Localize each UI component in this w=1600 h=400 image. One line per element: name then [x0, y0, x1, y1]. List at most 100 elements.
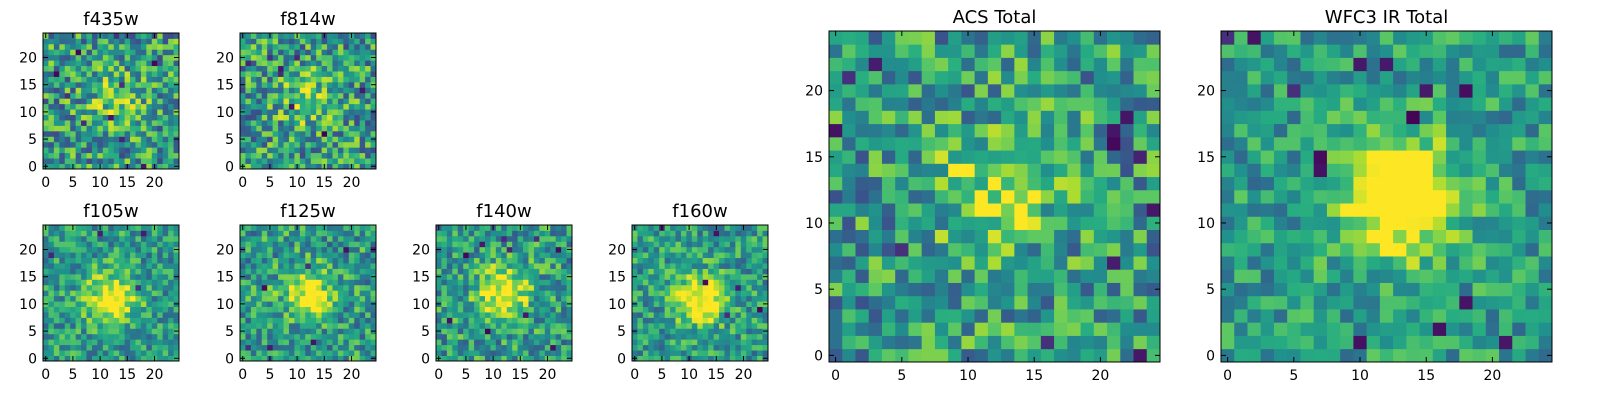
heatmap-cell	[751, 268, 758, 275]
heatmap-cell	[1406, 309, 1420, 323]
heatmap-cell	[1001, 57, 1015, 72]
heatmap-cell	[648, 230, 655, 237]
heatmap-cell	[659, 279, 666, 286]
heatmap-cell	[53, 136, 60, 143]
heatmap-cell	[354, 339, 361, 346]
heatmap-cell	[168, 81, 174, 88]
heatmap-cell	[81, 125, 87, 132]
heatmap-cell	[173, 120, 180, 126]
heatmap-cell	[868, 322, 883, 336]
heatmap-cell	[343, 65, 350, 72]
heatmap-cell	[343, 273, 350, 280]
heatmap-cell	[86, 130, 93, 137]
heatmap-cell	[70, 317, 77, 324]
heatmap-cell	[146, 225, 153, 231]
heatmap-cell	[261, 125, 268, 132]
heatmap-cell	[642, 235, 649, 242]
heatmap-cell	[1366, 176, 1381, 191]
heatmap-cell	[934, 216, 949, 230]
heatmap-cell	[1273, 203, 1288, 217]
heatmap-cell	[305, 98, 312, 105]
heatmap-cell	[829, 256, 843, 270]
heatmap-cell	[327, 339, 333, 346]
heatmap-cell	[1107, 110, 1121, 125]
heatmap-cell	[91, 130, 98, 137]
heatmap-cell	[48, 65, 55, 72]
heatmap-cell	[102, 98, 109, 105]
heatmap-cell	[1093, 83, 1108, 98]
heatmap-cell	[250, 225, 257, 231]
heatmap-cell	[91, 120, 98, 126]
heatmap-cell	[1234, 322, 1248, 336]
heatmap-cell	[162, 125, 169, 132]
heatmap-cell	[523, 225, 529, 231]
heatmap-cell	[1067, 31, 1081, 45]
heatmap-cell	[310, 71, 317, 77]
heatmap-cell	[1313, 203, 1328, 217]
heatmap-cell	[75, 71, 82, 77]
heatmap-cell	[1366, 242, 1381, 257]
heatmap-cell	[321, 268, 328, 275]
heatmap-cell	[868, 150, 883, 164]
heatmap-cell	[729, 263, 736, 269]
heatmap-cell	[86, 350, 93, 356]
heatmap-cell	[43, 230, 49, 237]
heatmap-cell	[327, 322, 333, 329]
heatmap-cell	[81, 333, 87, 340]
heatmap-cell	[124, 60, 131, 67]
heatmap-cell	[632, 252, 638, 259]
heatmap-cell	[686, 246, 693, 253]
heatmap-cell	[1001, 348, 1015, 363]
heatmap-cell	[484, 235, 491, 242]
heatmap-cell	[1093, 309, 1108, 323]
heatmap-cell	[130, 120, 136, 126]
heatmap-cell	[70, 344, 77, 351]
heatmap-cell	[75, 49, 82, 56]
heatmap-cell	[305, 136, 312, 143]
heatmap-cell	[1234, 242, 1248, 257]
heatmap-cell	[70, 43, 77, 50]
heatmap-cell	[157, 317, 164, 324]
heatmap-cell	[648, 355, 655, 362]
heatmap-cell	[987, 216, 1002, 230]
heatmap-cell	[321, 43, 328, 50]
heatmap-cell	[762, 344, 769, 351]
heatmap-cell	[490, 306, 497, 313]
heatmap-cell	[934, 295, 949, 310]
heatmap-cell	[1300, 322, 1315, 336]
heatmap-cell	[881, 229, 896, 244]
heatmap-cell	[146, 290, 153, 297]
heatmap-cell	[1146, 97, 1161, 111]
y-tick-label: 10	[216, 297, 234, 313]
heatmap-cell	[829, 44, 843, 58]
heatmap-cell	[43, 87, 49, 94]
heatmap-cell	[501, 350, 508, 356]
heatmap-cell	[855, 229, 870, 244]
heatmap-cell	[327, 103, 333, 110]
heatmap-cell	[332, 317, 339, 324]
heatmap-cell	[1067, 70, 1081, 85]
heatmap-cell	[102, 92, 109, 99]
heatmap-cell	[359, 81, 366, 88]
heatmap-cell	[855, 123, 870, 138]
heatmap-cell	[250, 306, 257, 313]
heatmap-cell	[1120, 31, 1134, 45]
heatmap-cell	[168, 322, 174, 329]
heatmap-cell	[881, 136, 896, 151]
heatmap-cell	[48, 295, 55, 302]
heatmap-cell	[124, 241, 131, 248]
heatmap-cell	[250, 130, 257, 137]
heatmap-cell	[113, 43, 120, 50]
heatmap-cell	[43, 76, 49, 83]
heatmap-cell	[278, 125, 284, 132]
heatmap-cell	[321, 54, 328, 61]
heatmap-cell	[648, 295, 655, 302]
heatmap-cell	[506, 257, 513, 264]
heatmap-cell	[359, 136, 366, 143]
heatmap-cell	[921, 242, 936, 257]
heatmap-cell	[168, 152, 174, 159]
heatmap-cell	[119, 71, 125, 77]
heatmap-cell	[512, 284, 518, 291]
heatmap-cell	[327, 306, 333, 313]
heatmap-cell	[348, 49, 355, 56]
